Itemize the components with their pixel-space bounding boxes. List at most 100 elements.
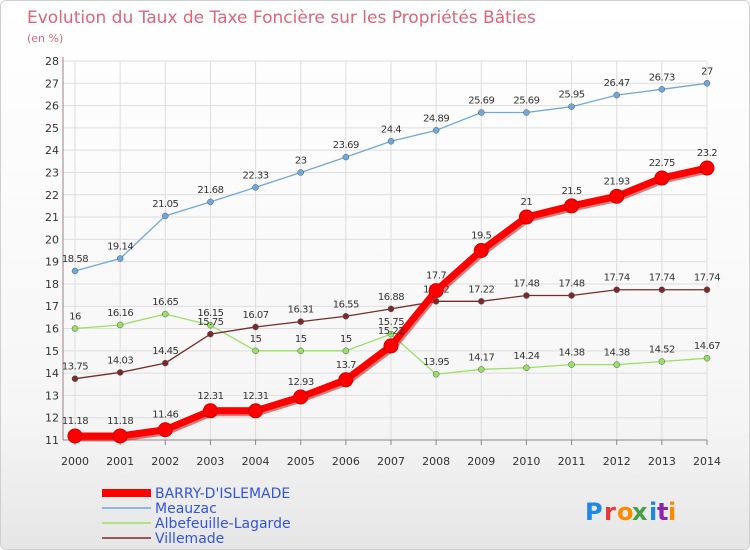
data-point — [207, 330, 214, 338]
data-point — [297, 347, 304, 355]
data-label: 14.67 — [694, 341, 720, 352]
x-tick-label: 2010 — [512, 455, 540, 468]
data-point — [568, 361, 575, 368]
data-label: 23.2 — [697, 148, 717, 159]
data-label: 26.73 — [649, 72, 675, 83]
data-label: 12.93 — [288, 377, 314, 388]
data-point — [658, 286, 666, 293]
data-point — [523, 292, 530, 299]
data-label: 21.05 — [152, 199, 178, 210]
y-tick-label: 12 — [45, 412, 59, 425]
data-point — [162, 359, 169, 367]
legend: BARRY-D'ISLEMADEMeauzacAlbefeuille-Lagar… — [102, 486, 291, 547]
data-label: 13.95 — [423, 357, 449, 368]
data-point — [342, 153, 350, 161]
data-label: 17.22 — [468, 284, 494, 295]
data-point — [162, 310, 169, 318]
x-tick-label: 2013 — [648, 455, 676, 468]
logo-letter: t — [657, 498, 668, 526]
data-point — [518, 209, 534, 225]
data-label: 14.52 — [649, 345, 675, 356]
data-label: 14.17 — [468, 352, 494, 363]
data-label: 13.7 — [336, 360, 356, 371]
data-point — [658, 358, 666, 365]
y-tick-label: 16 — [45, 323, 59, 336]
data-label: 22.33 — [243, 170, 269, 181]
data-label: 16 — [69, 312, 81, 323]
data-point — [523, 109, 530, 116]
data-point — [252, 323, 259, 331]
data-label: 25.69 — [513, 95, 539, 106]
data-label: 16.07 — [243, 310, 269, 321]
data-label: 19.14 — [107, 242, 133, 253]
data-label: 14.24 — [513, 351, 539, 362]
data-label: 26.47 — [604, 78, 630, 89]
data-point — [67, 428, 83, 444]
data-label: 15.75 — [378, 317, 404, 328]
x-tick-label: 2014 — [693, 455, 721, 468]
x-tick-label: 2011 — [558, 455, 586, 468]
data-point — [252, 184, 259, 191]
x-tick-label: 2000 — [61, 455, 89, 468]
data-point — [654, 170, 670, 186]
y-tick-label: 17 — [45, 300, 59, 313]
x-tick-label: 2005 — [287, 455, 315, 468]
data-point — [383, 338, 399, 354]
legend-label: Villemade — [155, 531, 224, 547]
data-point — [703, 354, 711, 362]
data-label: 14.03 — [107, 355, 133, 366]
data-point — [293, 389, 309, 405]
data-point — [568, 292, 575, 299]
data-point — [387, 330, 395, 338]
logo-letter: r — [604, 498, 616, 526]
data-label: 12.31 — [243, 391, 269, 402]
data-point — [428, 283, 444, 299]
data-label: 17.7 — [426, 271, 446, 282]
data-point — [297, 169, 304, 176]
data-label: 13.75 — [62, 362, 88, 373]
data-label: 11.46 — [152, 410, 178, 421]
data-label: 14.45 — [152, 346, 178, 357]
series-1: 18.58 19.14 21.05 21.68 22.33 23 23.69 24.4 24.8… — [62, 66, 713, 275]
data-point — [478, 109, 485, 116]
data-label: 25.95 — [559, 90, 585, 101]
y-tick-label: 14 — [45, 367, 59, 380]
y-tick-label: 18 — [45, 278, 59, 291]
y-tick-label: 15 — [45, 345, 59, 358]
data-label: 24.89 — [423, 113, 449, 124]
y-tick-label: 22 — [45, 189, 59, 202]
data-label: 14.38 — [559, 348, 585, 359]
data-label: 18.58 — [62, 254, 88, 265]
data-point — [432, 370, 440, 378]
data-label: 22.75 — [649, 158, 675, 169]
x-tick-label: 2002 — [151, 455, 179, 468]
data-point — [658, 86, 666, 93]
data-label: 21.68 — [197, 185, 223, 196]
data-point — [207, 321, 214, 329]
legend-label: Albefeuille-Lagarde — [155, 516, 291, 532]
data-point — [613, 361, 620, 368]
y-tick-label: 21 — [45, 211, 59, 224]
data-label: 27 — [701, 66, 713, 77]
data-label: 12.31 — [197, 391, 223, 402]
data-point — [564, 198, 580, 214]
x-tick-label: 2001 — [106, 455, 134, 468]
legend-label: Meauzac — [155, 501, 217, 517]
data-point — [116, 321, 124, 329]
data-point — [71, 325, 79, 332]
data-label: 16.31 — [288, 305, 314, 316]
data-point — [116, 255, 124, 262]
data-label: 23.69 — [333, 140, 359, 151]
y-tick-label: 13 — [45, 389, 59, 402]
data-point — [202, 403, 218, 419]
data-label: 11.18 — [107, 416, 133, 427]
data-label: 16.65 — [152, 297, 178, 308]
axes: 11 12 13 14 15 16 17 18 19 20 21 22 23 24 25 26 27 28 2000… — [45, 55, 721, 468]
data-label: 25.69 — [468, 95, 494, 106]
y-tick-label: 26 — [45, 100, 59, 113]
data-point — [609, 188, 625, 204]
data-label: 16.55 — [333, 299, 359, 310]
data-point — [568, 103, 575, 110]
